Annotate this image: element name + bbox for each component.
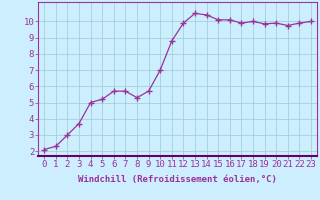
X-axis label: Windchill (Refroidissement éolien,°C): Windchill (Refroidissement éolien,°C) (78, 175, 277, 184)
